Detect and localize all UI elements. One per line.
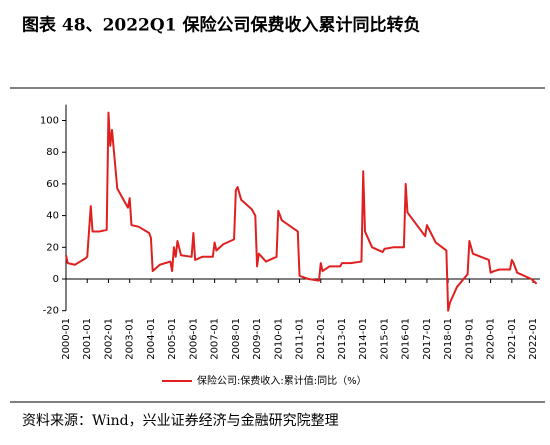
x-tick-label: 2012-01: [316, 318, 327, 360]
y-tick-label: -20: [43, 306, 59, 317]
x-tick-label: 2007-01: [210, 318, 221, 360]
source: 资料来源：Wind，兴业证券经济与金融研究院整理: [22, 413, 339, 429]
y-tick-label: 20: [46, 242, 59, 253]
x-tick-label: 2014-01: [358, 318, 369, 360]
y-tick-label: 80: [46, 147, 59, 158]
x-tick-label: 2017-01: [422, 318, 433, 360]
x-tick-label: 2020-01: [486, 318, 497, 360]
x-tick-label: 2019-01: [464, 318, 475, 360]
chart-title: 图表 48、2022Q1 保险公司保费收入累计同比转负: [22, 15, 420, 36]
x-tick-label: 2013-01: [337, 318, 348, 360]
y-tick-label: 0: [53, 274, 59, 285]
x-tick-label: 2001-01: [82, 318, 93, 360]
y-tick-label: 40: [46, 211, 59, 222]
x-tick-label: 2010-01: [273, 318, 284, 360]
data-line: [65, 111, 538, 312]
y-tick-label: 60: [46, 179, 59, 190]
x-tick-label: 2021-01: [507, 318, 518, 360]
x-tick-label: 2003-01: [125, 318, 136, 360]
x-tick-label: 2000-01: [61, 318, 72, 360]
x-tick-label: 2009-01: [252, 318, 263, 360]
x-tick-label: 2002-01: [103, 318, 114, 360]
x-tick-label: 2016-01: [401, 318, 412, 360]
legend-label: 保险公司:保费收入:累计值:同比（%）: [197, 374, 367, 387]
x-tick-label: 2011-01: [295, 318, 306, 360]
x-tick-label: 2005-01: [167, 318, 178, 360]
y-tick-label: 100: [40, 116, 59, 127]
x-tick-label: 2008-01: [231, 318, 242, 360]
x-tick-label: 2018-01: [443, 318, 454, 360]
x-tick-label: 2006-01: [188, 318, 199, 360]
x-tick-label: 2015-01: [379, 318, 390, 360]
x-tick-label: 2004-01: [146, 318, 157, 360]
x-tick-label: 2022-01: [528, 318, 539, 360]
